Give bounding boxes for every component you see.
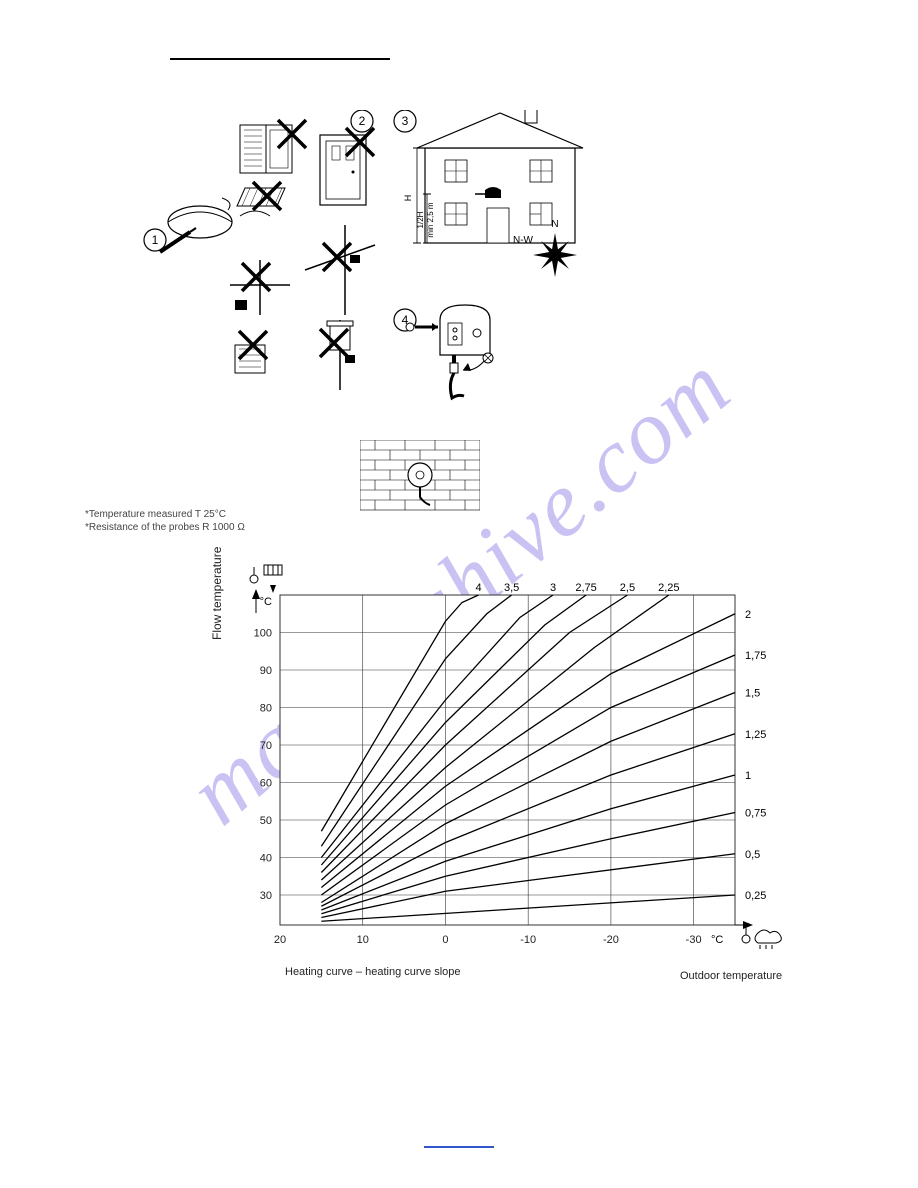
svg-text:0,75: 0,75: [745, 808, 766, 820]
footnote-temperature: *Temperature measured T 25°C: [85, 508, 245, 521]
footnote-resistance: *Resistance of the probes R 1000 Ω: [85, 521, 245, 534]
svg-text:100: 100: [254, 628, 272, 640]
svg-text:N-W: N-W: [513, 235, 534, 246]
svg-text:2: 2: [745, 609, 751, 621]
brick-wall-mounted-diagram: [360, 440, 480, 515]
footnotes: *Temperature measured T 25°C *Resistance…: [85, 508, 245, 534]
svg-text:1,75: 1,75: [745, 650, 766, 662]
page-footer-link: [424, 1146, 494, 1148]
svg-text:40: 40: [260, 853, 272, 865]
svg-text:2,5: 2,5: [620, 582, 635, 594]
svg-text:60: 60: [260, 778, 272, 790]
svg-text:°C: °C: [711, 934, 723, 946]
svg-text:50: 50: [260, 815, 272, 827]
chart-x-label-right: Outdoor temperature: [680, 970, 782, 982]
house-mounting-diagram: 3: [394, 110, 583, 277]
svg-text:80: 80: [260, 703, 272, 715]
chart-y-label: Flow temperature: [210, 547, 224, 640]
svg-text:N: N: [551, 219, 558, 230]
svg-text:3,5: 3,5: [504, 582, 519, 594]
heating-curve-chart: 20100-10-20-3030405060708090100°C°C43,53…: [225, 560, 795, 980]
svg-text:0: 0: [442, 934, 448, 946]
svg-text:90: 90: [260, 665, 272, 677]
svg-text:°C: °C: [260, 596, 272, 608]
sensor-installation-diagram: 1: [140, 110, 700, 410]
sensor-wiring-diagram: 4: [394, 305, 493, 398]
svg-text:-20: -20: [603, 934, 619, 946]
circle-label-2: 2: [359, 114, 366, 128]
section-underline: [170, 58, 390, 60]
svg-text:H: H: [403, 195, 413, 202]
manual-page: manualshive.com 1: [0, 0, 918, 1188]
svg-text:4: 4: [475, 582, 481, 594]
svg-text:2,75: 2,75: [575, 582, 596, 594]
svg-text:-30: -30: [686, 934, 702, 946]
svg-text:70: 70: [260, 740, 272, 752]
svg-text:10: 10: [357, 934, 369, 946]
svg-text:0,25: 0,25: [745, 890, 766, 902]
svg-text:30: 30: [260, 890, 272, 902]
svg-text:1,5: 1,5: [745, 688, 760, 700]
chart-x-label-left: Heating curve – heating curve slope: [285, 966, 461, 978]
svg-text:1: 1: [745, 770, 751, 782]
svg-text:min 2,5 m: min 2,5 m: [426, 202, 435, 237]
sensor-open-icon: [160, 198, 232, 252]
svg-text:20: 20: [274, 934, 286, 946]
svg-text:3: 3: [550, 582, 556, 594]
svg-text:0,5: 0,5: [745, 849, 760, 861]
svg-text:1,25: 1,25: [745, 729, 766, 741]
svg-text:1/2H: 1/2H: [416, 211, 425, 228]
circle-label-3: 3: [402, 114, 409, 128]
circle-label-1: 1: [152, 233, 159, 247]
svg-text:-10: -10: [520, 934, 536, 946]
svg-text:2,25: 2,25: [658, 582, 679, 594]
